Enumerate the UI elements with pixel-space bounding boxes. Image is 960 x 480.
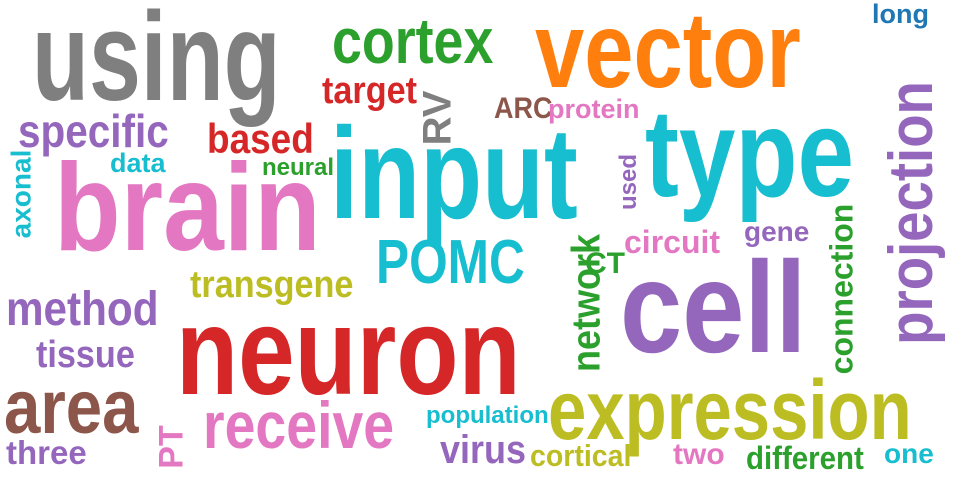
word-neuron: neuron xyxy=(176,283,521,421)
word-using: using xyxy=(32,0,281,127)
word-protein: protein xyxy=(548,94,640,124)
word-axonal: axonal xyxy=(5,149,37,239)
word-based: based xyxy=(207,115,314,162)
word-transgene: transgene xyxy=(190,264,354,306)
word-neural: neural xyxy=(262,154,335,181)
word-pt: PT xyxy=(152,425,191,469)
word-input: input xyxy=(330,100,578,246)
word-vector: vector xyxy=(535,0,801,110)
word-two: two xyxy=(673,438,725,471)
word-connection: connection xyxy=(823,203,860,375)
word-data: data xyxy=(110,148,166,178)
word-specific: specific xyxy=(18,105,169,157)
word-three: three xyxy=(6,434,87,471)
word-long: long xyxy=(872,0,929,29)
word-arc: ARC xyxy=(494,92,553,125)
word-receive: receive xyxy=(203,388,395,462)
word-cell: cell xyxy=(620,234,807,380)
word-pomc: POMC xyxy=(376,228,525,297)
word-cortical: cortical xyxy=(530,438,632,473)
word-one: one xyxy=(884,438,934,469)
word-circuit: circuit xyxy=(624,224,721,260)
word-target: target xyxy=(322,70,418,112)
word-brain: brain xyxy=(54,139,321,277)
word-gene: gene xyxy=(744,216,810,247)
word-cortex: cortex xyxy=(332,5,494,77)
word-population: population xyxy=(426,402,549,429)
word-area: area xyxy=(4,365,139,450)
word-tissue: tissue xyxy=(36,334,135,376)
word-ct: CT xyxy=(585,247,625,280)
word-projection: projection xyxy=(876,81,946,345)
word-virus: virus xyxy=(440,428,527,472)
word-different: different xyxy=(746,440,864,476)
word-used: used xyxy=(615,153,643,211)
word-method: method xyxy=(6,283,159,336)
word-type: type xyxy=(645,85,855,223)
word-expression: expression xyxy=(548,363,912,457)
